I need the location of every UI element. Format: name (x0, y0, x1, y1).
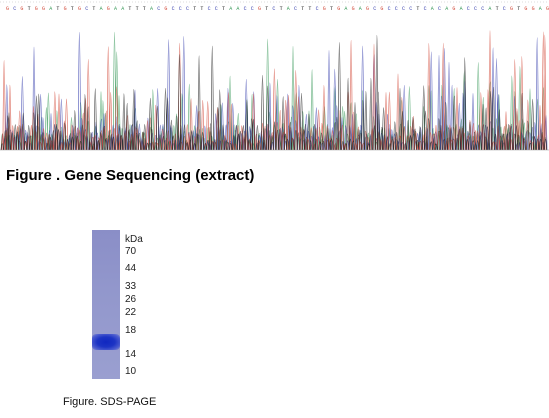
base-call-letter: C (208, 6, 211, 12)
base-call-letter: G (64, 6, 67, 12)
base-call-letter: C (172, 6, 175, 12)
base-call-letter: T (301, 6, 304, 12)
base-call-letter: G (546, 6, 549, 12)
marker-label: 18 (125, 325, 137, 336)
base-call-letter: A (445, 6, 448, 12)
base-call-letter: G (6, 6, 9, 12)
base-call-letter: G (35, 6, 38, 12)
base-call-letter: G (510, 6, 513, 12)
base-call-letter: C (215, 6, 218, 12)
base-call-letter: C (186, 6, 189, 12)
base-call-letter: G (164, 6, 167, 12)
marker-label: 26 (125, 294, 137, 305)
base-call-letter: G (337, 6, 340, 12)
marker-label: 14 (125, 349, 137, 360)
base-call-letter: A (287, 6, 290, 12)
base-call-letter: C (179, 6, 182, 12)
base-call-letter: T (496, 6, 499, 12)
base-call-letter: C (481, 6, 484, 12)
base-call-letter: C (85, 6, 88, 12)
base-call-letter: T (517, 6, 520, 12)
base-call-letter: C (467, 6, 470, 12)
base-call-letter: C (474, 6, 477, 12)
base-call-letter: C (503, 6, 506, 12)
sds-page-gel-lane (92, 230, 120, 379)
base-call-letter: C (395, 6, 398, 12)
base-call-letter: T (200, 6, 203, 12)
base-call-letter: T (308, 6, 311, 12)
base-call-letter: C (424, 6, 427, 12)
base-call-letter: G (107, 6, 110, 12)
base-call-letter: C (157, 6, 160, 12)
marker-label: 22 (125, 307, 137, 318)
base-call-letter: T (330, 6, 333, 12)
base-call-letter: G (532, 6, 535, 12)
base-call-letter: C (272, 6, 275, 12)
base-call-letter: C (373, 6, 376, 12)
protein-band (92, 334, 120, 350)
base-call-letter: G (452, 6, 455, 12)
base-call-letter: C (409, 6, 412, 12)
base-call-letter: A (236, 6, 239, 12)
base-call-letter: A (114, 6, 117, 12)
base-call-letter: A (488, 6, 491, 12)
base-call-letter: A (229, 6, 232, 12)
base-call-letter: C (244, 6, 247, 12)
base-call-letter: T (28, 6, 31, 12)
sds-page-caption: Figure. SDS-PAGE (63, 396, 157, 408)
base-call-letter: G (258, 6, 261, 12)
base-call-letter: T (92, 6, 95, 12)
base-call-letter: G (524, 6, 527, 12)
base-call-letter: T (280, 6, 283, 12)
base-call-letter: T (193, 6, 196, 12)
base-call-letter: T (222, 6, 225, 12)
sequencing-figure-caption: Figure . Gene Sequencing (extract) (6, 167, 255, 184)
base-call-letter: A (49, 6, 52, 12)
base-call-letter: T (136, 6, 139, 12)
base-call-letter: C (402, 6, 405, 12)
base-call-letter: A (460, 6, 463, 12)
base-call-letter: A (431, 6, 434, 12)
base-call-letter: T (416, 6, 419, 12)
base-call-letter: G (380, 6, 383, 12)
base-call-letter: A (344, 6, 347, 12)
base-call-letter: C (294, 6, 297, 12)
base-call-letter: T (56, 6, 59, 12)
base-call-letter: G (78, 6, 81, 12)
base-call-letter: C (438, 6, 441, 12)
base-call-letter: T (265, 6, 268, 12)
base-call-letter: G (323, 6, 326, 12)
base-call-letter: A (121, 6, 124, 12)
base-call-letter: C (13, 6, 16, 12)
base-call-letter: G (366, 6, 369, 12)
base-call-letter: C (388, 6, 391, 12)
marker-label: 10 (125, 366, 137, 377)
base-call-letter: T (128, 6, 131, 12)
marker-unit-label: kDa (125, 234, 143, 245)
marker-label: 70 (125, 246, 137, 257)
trace-channel (0, 34, 548, 151)
base-call-letter: A (100, 6, 103, 12)
base-call-letter: T (143, 6, 146, 12)
base-call-letter: G (42, 6, 45, 12)
base-call-letter: C (251, 6, 254, 12)
base-call-letter: G (352, 6, 355, 12)
base-call-letter: A (359, 6, 362, 12)
marker-label: 44 (125, 263, 137, 274)
base-call-letter: G (20, 6, 23, 12)
chromatogram-traces (0, 30, 549, 151)
base-call-letter: T (71, 6, 74, 12)
base-call-letter: A (539, 6, 542, 12)
base-call-letter: C (316, 6, 319, 12)
marker-label: 33 (125, 281, 137, 292)
base-call-letter: A (150, 6, 153, 12)
